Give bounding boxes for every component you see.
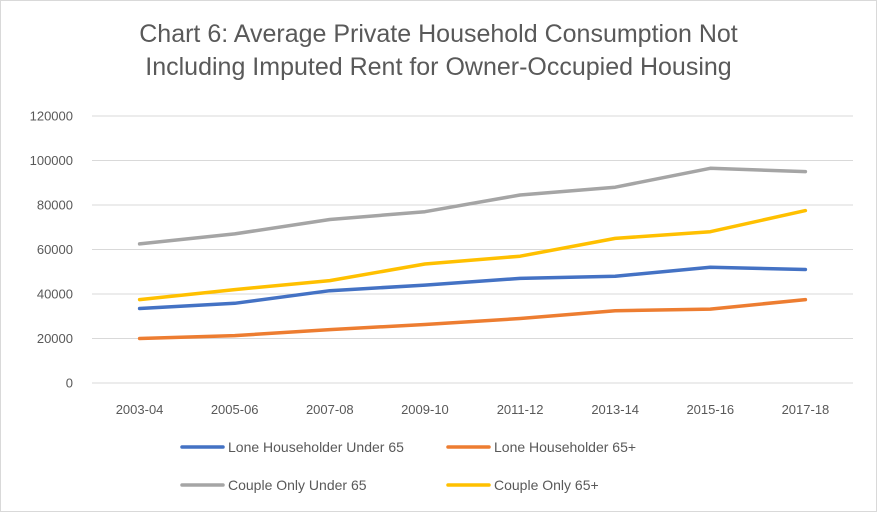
x-tick-label: 2013-14 (591, 402, 639, 417)
y-tick-label: 120000 (30, 109, 73, 124)
x-tick-label: 2005-06 (211, 402, 259, 417)
chart-title: Chart 6: Average Private Household Consu… (0, 18, 877, 84)
x-tick-label: 2007-08 (306, 402, 354, 417)
y-tick-label: 60000 (37, 242, 73, 257)
legend-item: Lone Householder 65+ (446, 439, 636, 455)
legend: Lone Householder Under 65 Lone Householde… (180, 439, 636, 493)
y-tick-label: 100000 (30, 153, 73, 168)
series-line-1 (137, 265, 808, 311)
x-axis-ticks: 2003-04 2005-06 2007-08 2009-10 2011-12 2013-… (116, 402, 830, 417)
x-tick-label: 2015-16 (686, 402, 734, 417)
legend-item: Couple Only 65+ (446, 477, 599, 493)
legend-item: Couple Only Under 65 (180, 477, 367, 493)
series-lines (137, 166, 808, 341)
series-line-4 (137, 208, 808, 302)
series-line-2 (137, 297, 808, 341)
x-tick-label: 2011-12 (497, 402, 544, 417)
legend-label: Lone Householder 65+ (494, 439, 636, 455)
y-tick-label: 80000 (37, 198, 73, 213)
y-axis-ticks: 0 20000 40000 60000 80000 100000 120000 (30, 109, 73, 391)
chart-title-line-2: Including Imputed Rent for Owner-Occupie… (145, 53, 732, 81)
grid-lines (92, 115, 853, 384)
legend-label: Couple Only Under 65 (228, 477, 367, 493)
x-tick-label: 2017-18 (782, 402, 830, 417)
x-tick-label: 2009-10 (401, 402, 449, 417)
legend-label: Lone Householder Under 65 (228, 439, 404, 455)
series-line-3 (137, 166, 808, 246)
y-tick-label: 40000 (37, 287, 73, 302)
chart-title-line-1: Chart 6: Average Private Household Consu… (139, 20, 738, 48)
y-tick-label: 20000 (37, 331, 73, 346)
y-tick-label: 0 (66, 376, 73, 391)
x-tick-label: 2003-04 (116, 402, 164, 417)
legend-label: Couple Only 65+ (494, 477, 599, 493)
legend-item: Lone Householder Under 65 (180, 439, 404, 455)
